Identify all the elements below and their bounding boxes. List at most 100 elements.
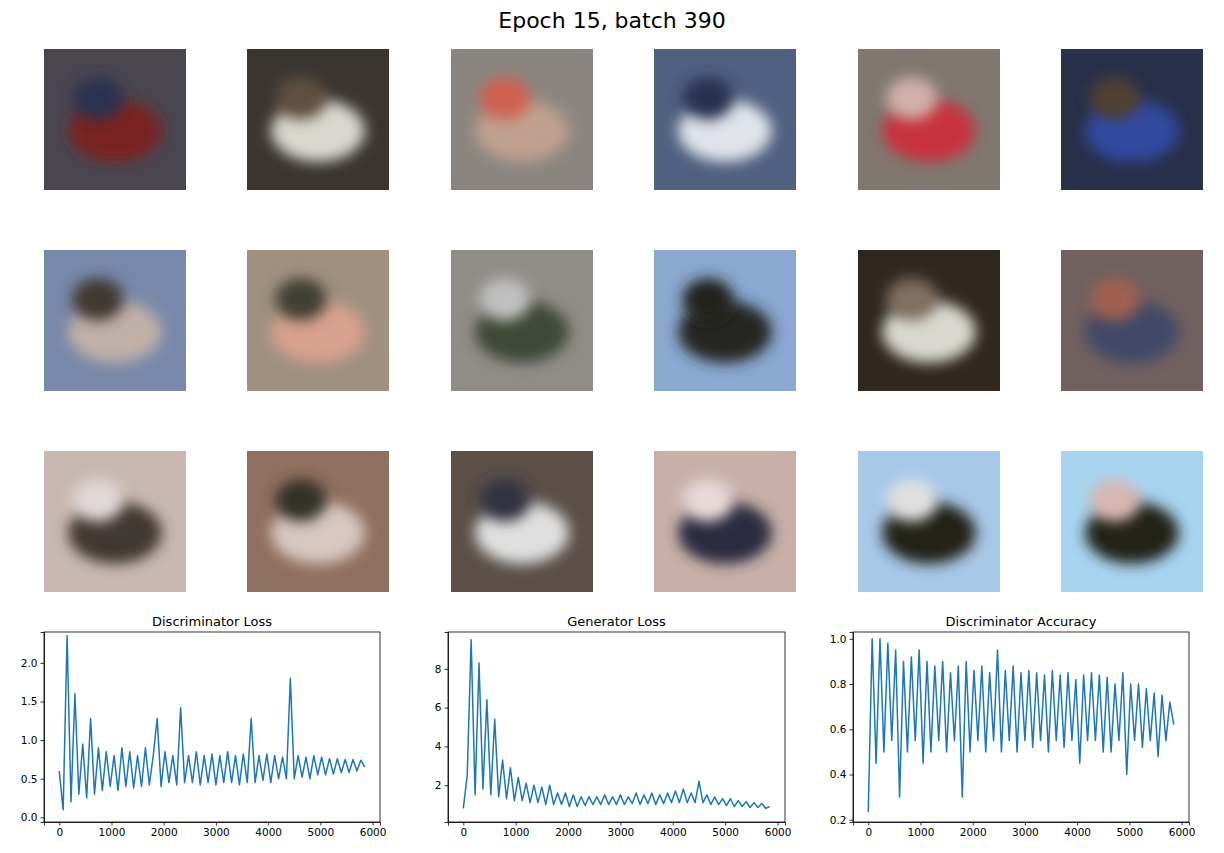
image-background xyxy=(247,451,389,592)
image-background xyxy=(44,49,186,190)
figure-title: Epoch 15, batch 390 xyxy=(498,8,725,33)
tick-mark xyxy=(41,740,45,741)
image-background xyxy=(247,250,389,391)
tick-label: 1000 xyxy=(503,826,530,838)
tick: 2000 xyxy=(555,822,582,838)
image-background xyxy=(654,451,796,592)
generated-image xyxy=(451,250,593,391)
tick: 6 xyxy=(435,701,448,713)
tick-label: 2000 xyxy=(151,826,178,838)
image-background xyxy=(858,250,1000,391)
tick-mark xyxy=(445,785,449,786)
tick-label: 0 xyxy=(865,826,872,838)
tick-label: 0.0 xyxy=(21,811,38,823)
generated-image xyxy=(451,49,593,190)
generated-image xyxy=(858,49,1000,190)
tick: 0.2 xyxy=(830,814,853,826)
chart-title: Discriminator Accuracy xyxy=(946,614,1097,629)
image-blob xyxy=(72,278,123,320)
tick: 6000 xyxy=(1169,822,1196,838)
tick: 0.0 xyxy=(21,811,44,823)
tick-mark xyxy=(41,817,45,818)
tick-mark xyxy=(41,702,45,703)
generated-image xyxy=(247,250,389,391)
tick-label: 3000 xyxy=(1012,826,1039,838)
tick-label: 2000 xyxy=(960,826,987,838)
image-blob xyxy=(1089,278,1140,320)
tick: 0.4 xyxy=(830,768,853,780)
tick: 2000 xyxy=(960,822,987,838)
series-line xyxy=(59,636,365,810)
tick-label: 0.4 xyxy=(830,768,847,780)
tick: 2.0 xyxy=(21,657,44,669)
y-axis: 0.0 0.5 1.0 1.5 2.0 xyxy=(21,633,45,824)
image-background xyxy=(451,451,593,592)
tick: 0.5 xyxy=(21,773,44,785)
image-blob xyxy=(275,479,326,521)
generated-image xyxy=(44,451,186,592)
figure: Epoch 15, batch 390Discriminator Loss010… xyxy=(0,0,1224,853)
tick: 0 xyxy=(460,822,467,838)
tick-label: 0.6 xyxy=(830,723,847,735)
tick-mark xyxy=(850,639,854,640)
tick: 5000 xyxy=(307,822,334,838)
plot-frame xyxy=(853,632,1189,822)
tick-label: 4000 xyxy=(1064,826,1091,838)
tick: 1.0 xyxy=(21,734,44,746)
image-blob xyxy=(886,77,937,119)
chart: Discriminator Loss0100020003000400050006… xyxy=(21,614,387,838)
tick-label: 4000 xyxy=(660,826,687,838)
image-blob xyxy=(479,278,530,320)
tick-mark xyxy=(850,775,854,776)
x-axis: 0100020003000400050006000 xyxy=(449,822,792,838)
generated-image xyxy=(1061,451,1203,592)
image-background xyxy=(654,250,796,391)
tick-label: 6000 xyxy=(360,826,387,838)
generated-image xyxy=(654,49,796,190)
chart-title: Generator Loss xyxy=(567,614,666,629)
tick: 1.5 xyxy=(21,695,44,707)
tick-label: 2.0 xyxy=(21,657,38,669)
chart: Generator Loss01000200030004000500060002… xyxy=(435,614,792,838)
tick: 6000 xyxy=(765,822,792,838)
image-background xyxy=(858,451,1000,592)
generated-image xyxy=(247,49,389,190)
plot-area xyxy=(59,636,365,810)
tick: 1000 xyxy=(503,822,530,838)
image-blob xyxy=(1089,77,1140,119)
tick-label: 6000 xyxy=(1169,826,1196,838)
plot-frame xyxy=(44,632,380,822)
image-blob xyxy=(1089,479,1140,521)
tick-label: 1000 xyxy=(908,826,935,838)
image-blob xyxy=(72,77,123,119)
tick-mark xyxy=(850,820,854,821)
series-line xyxy=(463,640,769,809)
image-background xyxy=(1061,451,1203,592)
plot-frame xyxy=(448,632,785,822)
image-blob xyxy=(72,479,123,521)
tick: 0.6 xyxy=(830,723,853,735)
generated-image xyxy=(654,250,796,391)
tick-mark xyxy=(445,708,449,709)
image-background xyxy=(1061,250,1203,391)
tick-label: 1.0 xyxy=(21,734,38,746)
tick: 6000 xyxy=(360,822,387,838)
generated-image xyxy=(1061,49,1203,190)
image-background xyxy=(451,49,593,190)
generated-image xyxy=(1061,250,1203,391)
tick-label: 0 xyxy=(56,826,63,838)
tick-mark xyxy=(445,746,449,747)
generated-image xyxy=(44,49,186,190)
tick-label: 1000 xyxy=(99,826,126,838)
image-blob xyxy=(886,278,937,320)
image-blob xyxy=(275,278,326,320)
tick-label: 4 xyxy=(435,740,442,752)
image-background xyxy=(44,451,186,592)
image-blob xyxy=(275,77,326,119)
tick: 5000 xyxy=(1116,822,1143,838)
plot-area xyxy=(868,639,1174,812)
tick-label: 8 xyxy=(435,663,442,675)
tick-label: 4000 xyxy=(255,826,282,838)
generated-image xyxy=(451,451,593,592)
image-blob xyxy=(479,77,530,119)
